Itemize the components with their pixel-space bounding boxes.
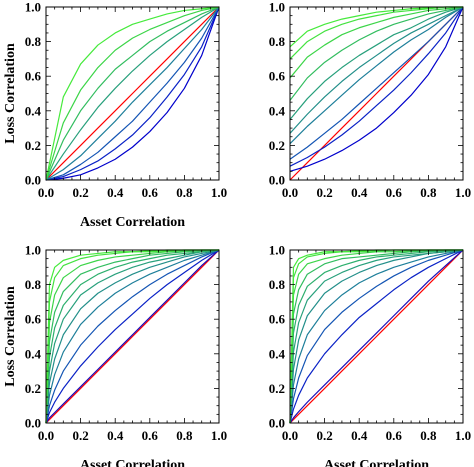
series-line-4 [45, 249, 220, 424]
x-tick-label: 1.0 [455, 428, 471, 443]
x-tick-label: 1.0 [455, 185, 471, 200]
y-axis-label: Loss Correlation [3, 43, 18, 144]
series-line-8 [45, 6, 220, 181]
series-line-7 [45, 249, 220, 424]
series-line-5 [289, 249, 464, 424]
y-tick-label: 0.8 [269, 277, 286, 292]
series-line-2 [289, 249, 464, 424]
x-axis-label: Asset Correlation [80, 458, 185, 467]
x-tick-label: 0.8 [420, 428, 437, 443]
x-tick-label: 0.8 [176, 185, 193, 200]
series-line-11 [289, 6, 463, 48]
y-tick-label: 0.0 [269, 416, 285, 431]
y-tick-label: 0.4 [25, 103, 42, 118]
x-tick-label: 0.4 [107, 185, 124, 200]
series-line-5 [45, 249, 220, 424]
chart-panel-4: 0.0 0.2 0.4 0.6 0.8 1.0 0.0 0.2 0.4 0.6 0.8 1.0 Asse… [269, 243, 471, 467]
series-line-3 [289, 249, 464, 424]
series-line-3 [45, 249, 220, 424]
series-line-4 [45, 6, 220, 181]
y-tick-label: 0.6 [269, 312, 286, 327]
y-tick-label: 0.4 [269, 103, 286, 118]
x-tick-label: 0.0 [38, 428, 54, 443]
x-tick-label: 0.6 [386, 185, 403, 200]
series-line-6 [289, 6, 464, 134]
y-tick-label: 0.0 [25, 173, 41, 188]
y-tick-label: 0.2 [25, 138, 41, 153]
y-tick-label: 1.0 [25, 0, 41, 15]
x-tick-label: 0.4 [351, 428, 368, 443]
x-tick-label: 0.4 [351, 185, 368, 200]
series-line-9 [289, 6, 464, 79]
series-line-1 [45, 6, 220, 181]
y-tick-label: 0.2 [25, 381, 41, 396]
y-tick-label: 0.0 [269, 173, 285, 188]
y-tick-label: 0.4 [269, 346, 286, 361]
y-tick-label: 0.4 [25, 346, 42, 361]
x-tick-label: 1.0 [211, 185, 227, 200]
series-line-2 [289, 6, 464, 172]
series-line-1 [289, 249, 464, 424]
y-tick-label: 1.0 [269, 243, 285, 258]
series-line-6 [45, 6, 220, 181]
x-axis-label: Asset Correlation [324, 458, 429, 467]
chart-panel-1: 0.0 0.2 0.4 0.6 0.8 1.0 0.0 0.2 0.4 0.6 0.8 1.0 Asse… [3, 0, 227, 230]
series-line-8 [289, 6, 464, 101]
x-tick-label: 0.0 [38, 185, 54, 200]
y-tick-label: 0.6 [269, 69, 286, 84]
y-tick-label: 0.6 [25, 312, 42, 327]
series-line-2 [45, 6, 220, 181]
y-tick-label: 0.8 [25, 277, 42, 292]
series-line-7 [45, 6, 220, 181]
y-tick-label: 0.6 [25, 69, 42, 84]
series-line-4 [289, 249, 464, 424]
series-line-3 [45, 6, 220, 181]
y-tick-label: 0.2 [269, 138, 285, 153]
y-tick-label: 0.2 [269, 381, 285, 396]
chart-panel-3: 0.0 0.2 0.4 0.6 0.8 1.0 0.0 0.2 0.4 0.6 0.8 1.0 Asse… [3, 243, 227, 467]
series-line-5 [289, 6, 464, 145]
series-line-5 [45, 6, 220, 181]
series-line-1 [45, 249, 220, 424]
series-line-9 [45, 6, 220, 181]
x-tick-label: 0.0 [282, 428, 298, 443]
y-tick-label: 1.0 [25, 243, 41, 258]
x-tick-label: 0.2 [316, 428, 332, 443]
x-tick-label: 0.6 [386, 428, 403, 443]
x-tick-label: 0.4 [107, 428, 124, 443]
series-line-7 [289, 6, 464, 120]
series-line-6 [45, 249, 220, 424]
x-axis-label: Asset Correlation [80, 215, 185, 230]
x-tick-label: 0.6 [142, 185, 159, 200]
x-tick-label: 0.6 [142, 428, 159, 443]
x-tick-label: 0.0 [282, 185, 298, 200]
y-tick-label: 0.8 [25, 34, 42, 49]
x-tick-label: 1.0 [211, 428, 227, 443]
series-line-3 [289, 6, 464, 167]
x-tick-label: 0.8 [420, 185, 437, 200]
series-line-4 [289, 6, 464, 160]
x-tick-label: 0.2 [316, 185, 332, 200]
y-tick-label: 0.8 [269, 34, 286, 49]
y-axis-label: Loss Correlation [3, 286, 18, 387]
y-tick-label: 1.0 [269, 0, 285, 15]
chart-panel-2: 0.0 0.2 0.4 0.6 0.8 1.0 0.0 0.2 0.4 0.6 0.8 1.0 [269, 0, 471, 200]
x-tick-label: 0.2 [72, 185, 88, 200]
x-tick-label: 0.8 [176, 428, 193, 443]
x-tick-label: 0.2 [72, 428, 88, 443]
series-line-2 [45, 249, 220, 424]
y-tick-label: 0.0 [25, 416, 41, 431]
